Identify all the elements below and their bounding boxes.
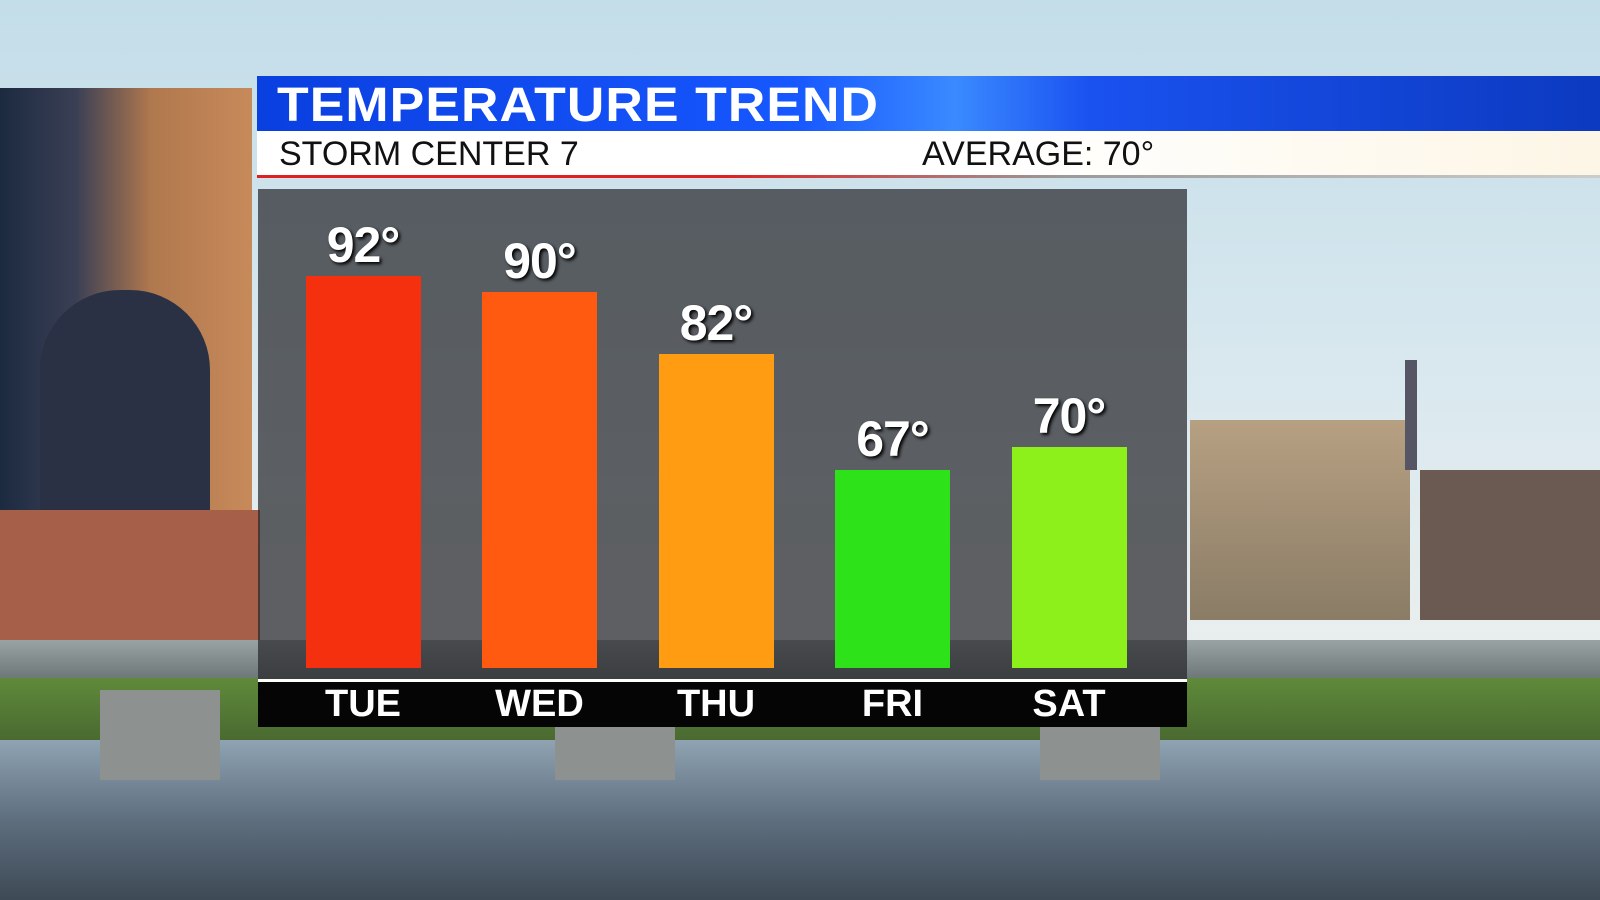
day-labels-row: TUE WED THU FRI SAT (258, 682, 1187, 727)
day-label: SAT (1032, 683, 1106, 725)
background-tower (1405, 360, 1417, 470)
background-building (1190, 420, 1410, 620)
bridge-pier (100, 690, 220, 780)
day-label: FRI (861, 683, 924, 725)
day-label: WED (495, 683, 584, 725)
day-label: THU (676, 683, 756, 725)
bar-fri (835, 470, 950, 668)
chart-baseline (258, 679, 1187, 682)
chart-title: TEMPERATURE TREND (277, 79, 880, 132)
title-bar: TEMPERATURE TREND (257, 76, 1600, 132)
value-label: 82° (679, 294, 754, 351)
subtitle-bar: STORM CENTER 7 AVERAGE: 70° (257, 131, 1600, 178)
background-building (0, 510, 260, 650)
background-building (1420, 470, 1600, 620)
chart-panel: TUE WED THU FRI SAT 92° 90° 82° 67° 70° (258, 189, 1187, 727)
average-temperature: AVERAGE: 70° (922, 135, 1155, 173)
station-name: STORM CENTER 7 (279, 135, 579, 173)
value-label: 70° (1032, 387, 1107, 444)
bar-wed (482, 291, 597, 668)
value-label: 90° (503, 232, 577, 289)
value-label: 67° (856, 411, 930, 468)
day-label: TUE (325, 683, 401, 725)
value-label: 92° (326, 217, 401, 274)
background-river (0, 740, 1600, 900)
bar-thu (658, 353, 774, 668)
bar-tue (305, 276, 421, 668)
bar-sat (1011, 446, 1127, 668)
